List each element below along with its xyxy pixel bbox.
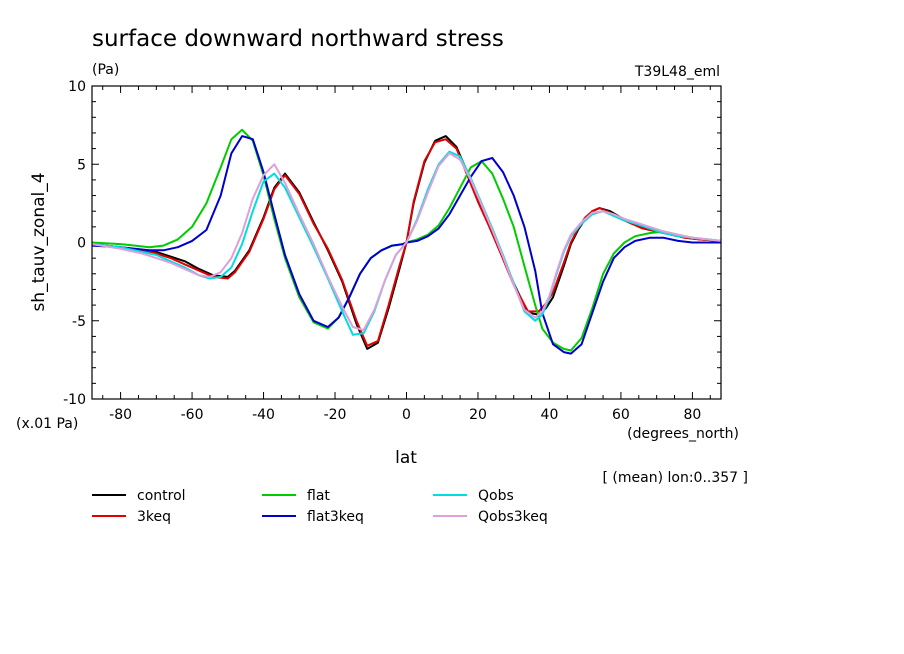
legend-item-control: control	[92, 488, 186, 504]
x-tick-label: 60	[612, 407, 630, 423]
y-tick-label: -10	[63, 392, 86, 408]
series-line-3keq	[91, 138, 722, 347]
series-line-flat	[91, 128, 722, 352]
y-scale-note: (x.01 Pa)	[16, 416, 78, 432]
x-tick-label: -40	[252, 407, 275, 423]
legend-item-flat3keq: flat3keq	[262, 509, 364, 525]
legend-item-3keq: 3keq	[92, 509, 171, 525]
y-tick-label: -5	[72, 314, 86, 330]
x-tick-label: 20	[469, 407, 487, 423]
series-line-flat3keq	[91, 135, 721, 355]
y-tick-label: 5	[77, 157, 86, 173]
legend-label: 3keq	[137, 509, 171, 525]
legend: control 3keq flat flat3keq Qobs Qobs3keq	[92, 488, 548, 525]
y-tick-label: 10	[68, 79, 86, 95]
x-units-label: (degrees_north)	[627, 426, 739, 442]
x-tick-label: 40	[541, 407, 559, 423]
y-tick-label: 0	[77, 236, 86, 252]
legend-label: control	[137, 488, 186, 504]
legend-item-Qobs3keq: Qobs3keq	[433, 509, 548, 525]
series-lines	[91, 128, 722, 355]
units-label: (Pa)	[92, 62, 119, 78]
legend-label: flat	[307, 488, 330, 504]
x-axis-label: lat	[395, 448, 417, 468]
legend-label: Qobs3keq	[478, 509, 548, 525]
series-line-Qobs3keq	[91, 152, 722, 332]
x-tick-label: -80	[109, 407, 132, 423]
footnote: [ (mean) lon:0..357 ]	[603, 470, 748, 486]
x-tick-label: 0	[402, 407, 411, 423]
plot-frame	[91, 85, 722, 400]
y-axis-label: sh_tauv_zonal_4	[29, 172, 49, 311]
legend-label: flat3keq	[307, 509, 364, 525]
run-label: T39L48_eml	[634, 64, 720, 80]
x-tick-label: -20	[324, 407, 347, 423]
x-tick-label: 80	[683, 407, 701, 423]
legend-item-flat: flat	[262, 488, 330, 504]
axis-ticks: -80 -60 -40 -20 0 20 40 60 80 -10 -5 0 5 10	[63, 79, 721, 423]
legend-label: Qobs	[478, 488, 514, 504]
legend-item-Qobs: Qobs	[433, 488, 514, 504]
x-tick-label: -60	[181, 407, 204, 423]
chart-title: surface downward northward stress	[92, 26, 504, 52]
